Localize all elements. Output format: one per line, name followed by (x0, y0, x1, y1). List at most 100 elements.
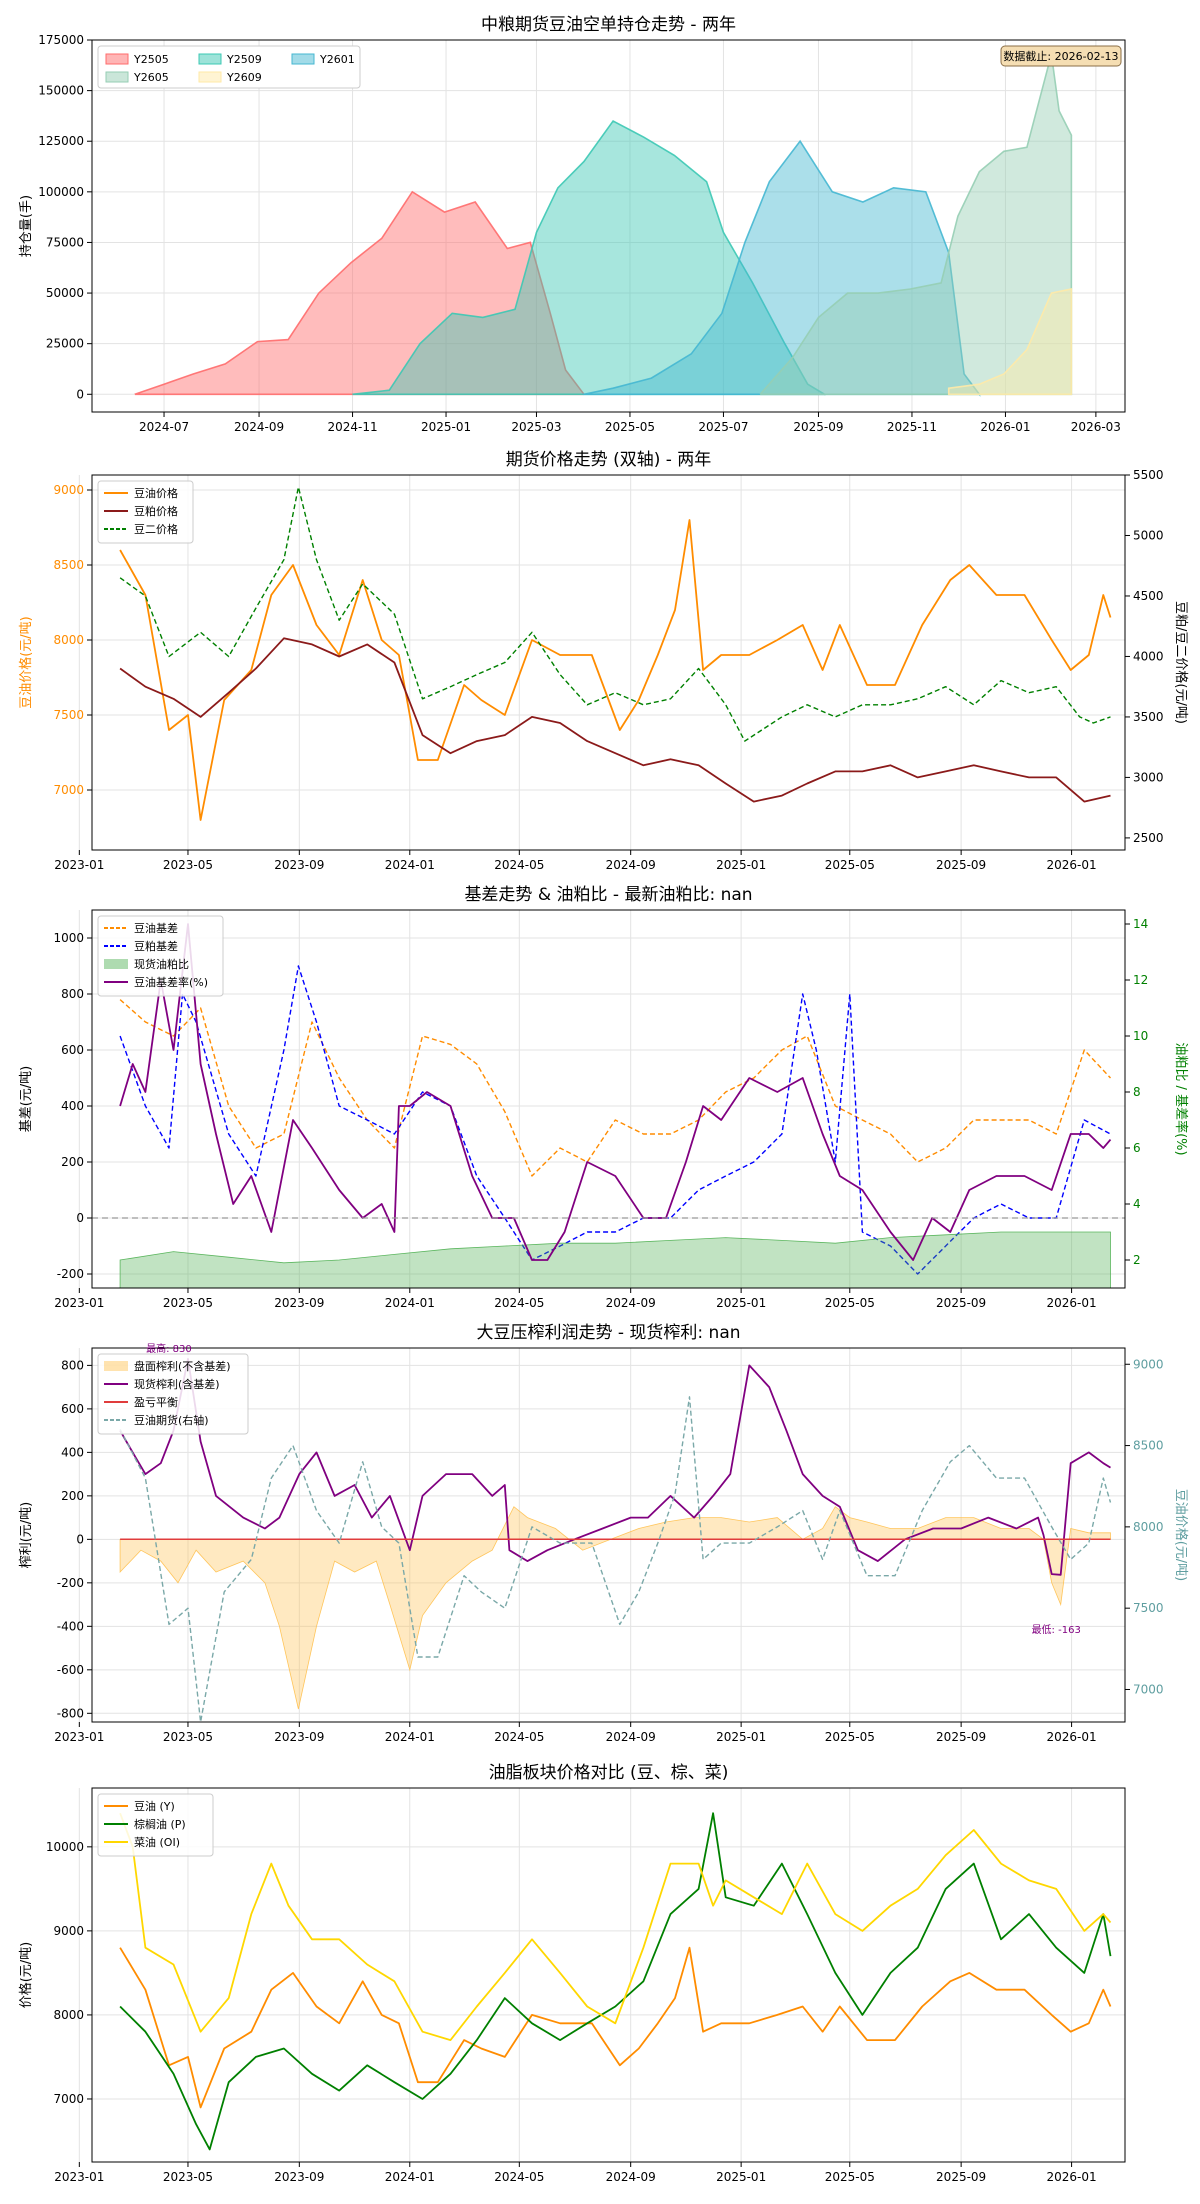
x-tick-label: 2025-09 (936, 1730, 986, 1744)
y-tick-label: 7000 (53, 2092, 84, 2106)
chart-title: 基差走势 & 油粕比 - 最新油粕比: nan (464, 885, 752, 905)
y2-tick-label: 2 (1133, 1253, 1141, 1267)
y2-tick-label: 4500 (1133, 589, 1164, 603)
legend-swatch (106, 72, 128, 82)
legend-swatch (199, 72, 221, 82)
y-tick-label: 0 (76, 1532, 84, 1546)
x-tick-label: 2025-05 (825, 1730, 875, 1744)
series-area-3 (120, 1232, 1110, 1288)
chart-title: 中粮期货豆油空单持仓走势 - 两年 (481, 15, 736, 35)
chart-title: 期货价格走势 (双轴) - 两年 (506, 450, 712, 470)
legend: 豆油 (Y)棕榈油 (P)菜油 (OI) (98, 1794, 213, 1856)
y-tick-label: 800 (61, 1358, 84, 1372)
x-tick-label: 2024-11 (327, 420, 377, 434)
y-tick-label: -200 (57, 1576, 84, 1590)
y-tick-label: 125000 (38, 134, 84, 148)
chart-title: 大豆压榨利润走势 - 现货榨利: nan (476, 1323, 740, 1343)
legend-label: Y2601 (319, 53, 355, 66)
x-tick-label: 2024-09 (606, 2170, 656, 2184)
x-tick-label: 2026-01 (980, 420, 1030, 434)
y2-tick-label: 8 (1133, 1085, 1141, 1099)
y-tick-label: 400 (61, 1445, 84, 1459)
min-annotation: 最低: -163 (1032, 1623, 1081, 1636)
y-tick-label: -800 (57, 1706, 84, 1720)
x-tick-label: 2025-11 (887, 420, 937, 434)
y2-tick-label: 3500 (1133, 710, 1164, 724)
x-tick-label: 2023-05 (163, 1730, 213, 1744)
y-tick-label: 8000 (53, 2008, 84, 2022)
y-tick-label: 9000 (53, 483, 84, 497)
y-tick-label: 1000 (53, 931, 84, 945)
x-tick-label: 2025-09 (936, 2170, 986, 2184)
y-tick-label: 0 (76, 387, 84, 401)
y2-axis-label: 豆粕/豆二价格(元/吨) (1173, 601, 1189, 724)
x-tick-label: 2025-05 (825, 2170, 875, 2184)
x-tick-label: 2023-01 (54, 858, 104, 872)
x-tick-label: 2023-05 (163, 2170, 213, 2184)
y-tick-label: 200 (61, 1155, 84, 1169)
y-tick-label: 150000 (38, 84, 84, 98)
x-tick-label: 2025-09 (793, 420, 843, 434)
legend-swatch (292, 54, 314, 64)
y2-tick-label: 5000 (1133, 528, 1164, 542)
y2-tick-label: 7000 (1133, 1682, 1164, 1696)
y2-tick-label: 6 (1133, 1141, 1141, 1155)
y-tick-label: -200 (57, 1267, 84, 1281)
y-tick-label: 175000 (38, 33, 84, 47)
legend-swatch (106, 54, 128, 64)
annotation-text: 数据截止: 2026-02-13 (1003, 49, 1118, 63)
legend-label: 豆油 (Y) (134, 1799, 175, 1813)
legend-swatch (104, 1361, 128, 1371)
plot-frame (92, 1788, 1125, 2162)
y-axis-label: 价格(元/吨) (18, 1942, 34, 2009)
y2-tick-label: 7500 (1133, 1601, 1164, 1615)
x-tick-label: 2024-07 (139, 420, 189, 434)
series-line-1 (120, 1948, 1110, 2108)
x-tick-label: 2023-09 (274, 1730, 324, 1744)
legend-label: 豆油基差 (134, 921, 178, 935)
plot-frame (92, 910, 1125, 1288)
legend-label: Y2609 (226, 71, 262, 84)
x-tick-label: 2026-01 (1047, 2170, 1097, 2184)
x-tick-label: 2025-05 (605, 420, 655, 434)
legend-label: 盈亏平衡 (134, 1396, 178, 1409)
legend-label: 豆二价格 (134, 522, 178, 536)
x-tick-label: 2023-09 (274, 1296, 324, 1310)
x-tick-label: 2023-05 (163, 858, 213, 872)
y-axis-label: 持仓量(手) (19, 195, 34, 257)
x-tick-label: 2024-09 (606, 1296, 656, 1310)
x-tick-label: 2025-01 (716, 1296, 766, 1310)
y-tick-label: 8500 (53, 558, 84, 572)
legend-label: 现货榨利(含基差) (134, 1377, 220, 1391)
y2-tick-label: 2500 (1133, 831, 1164, 845)
legend-label: 豆粕基差 (134, 939, 178, 953)
legend-label: 盘面榨利(不含基差) (134, 1359, 231, 1373)
x-tick-label: 2024-01 (385, 1730, 435, 1744)
x-tick-label: 2026-01 (1047, 858, 1097, 872)
y2-tick-label: 10 (1133, 1029, 1148, 1043)
x-tick-label: 2024-01 (385, 858, 435, 872)
y-tick-label: 75000 (46, 235, 84, 249)
x-tick-label: 2025-05 (825, 858, 875, 872)
series-area-1 (120, 1507, 1110, 1709)
x-tick-label: 2024-01 (385, 2170, 435, 2184)
legend-label: 棕榈油 (P) (134, 1817, 186, 1831)
y-tick-label: 200 (61, 1489, 84, 1503)
y2-tick-label: 3000 (1133, 770, 1164, 784)
legend-label: 豆油基差率(%) (134, 975, 208, 989)
x-tick-label: 2025-01 (716, 1730, 766, 1744)
y-tick-label: 600 (61, 1402, 84, 1416)
y-tick-label: 0 (76, 1211, 84, 1225)
x-tick-label: 2024-05 (494, 1730, 544, 1744)
grid (79, 475, 1125, 850)
x-tick-label: 2026-01 (1047, 1730, 1097, 1744)
plot-area (135, 54, 1072, 394)
grid (79, 1788, 1125, 2162)
legend-label: 豆油价格 (134, 486, 178, 500)
